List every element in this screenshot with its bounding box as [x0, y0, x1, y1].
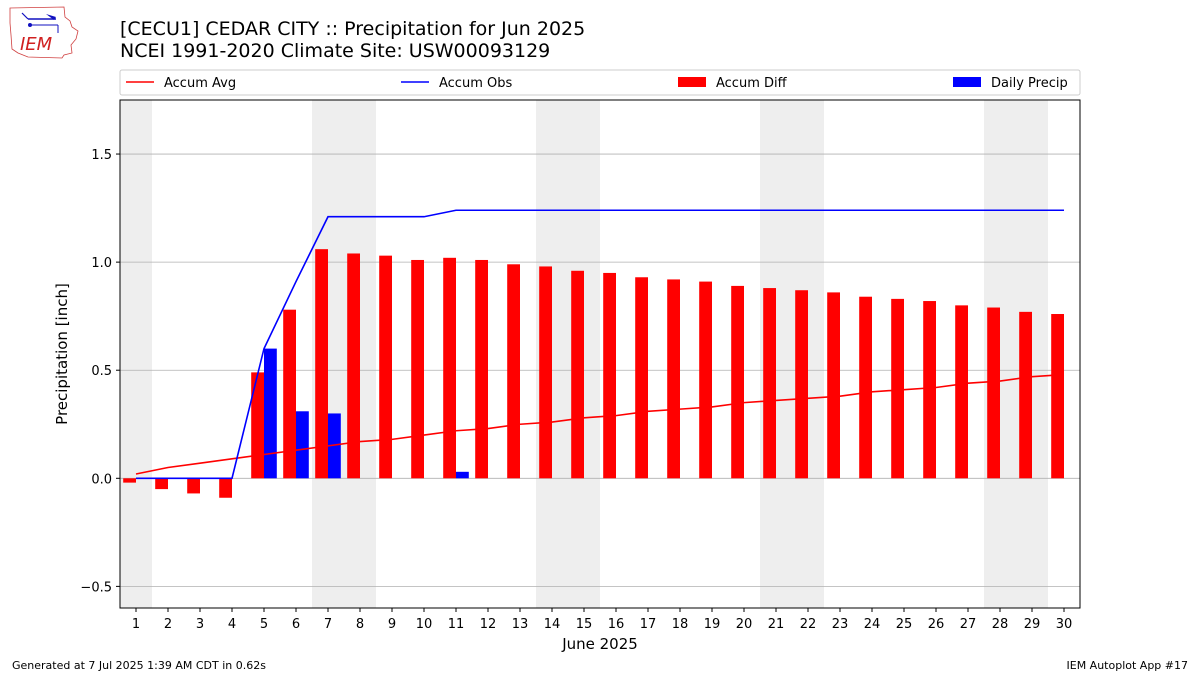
- x-tick-label-14: 14: [544, 617, 561, 632]
- diff-bar-day-14: [539, 266, 552, 479]
- x-tick-label-29: 29: [1024, 617, 1041, 632]
- x-tick-label-27: 27: [960, 617, 977, 632]
- y-axis-label: Precipitation [inch]: [53, 283, 71, 425]
- x-tick-label-10: 10: [416, 617, 433, 632]
- weekend-shade-day-1: [120, 100, 152, 608]
- diff-bar-day-7: [315, 249, 328, 479]
- diff-bar-day-26: [923, 301, 936, 479]
- plot-frame: [119, 99, 1081, 609]
- x-tick-label-25: 25: [896, 617, 913, 632]
- daily-bar-day-7: [328, 413, 341, 479]
- x-tick-label-7: 7: [324, 617, 332, 632]
- diff-bar-day-27: [955, 305, 968, 479]
- y-tick-label-4: 1.5: [91, 148, 112, 163]
- x-tick-label-18: 18: [672, 617, 689, 632]
- daily-bar-day-6: [296, 411, 309, 479]
- x-tick-label-16: 16: [608, 617, 625, 632]
- x-tick-label-20: 20: [736, 617, 753, 632]
- diff-bar-day-17: [635, 277, 648, 479]
- logo-text: IEM: [20, 34, 53, 55]
- legend-swatch-3: [953, 77, 981, 87]
- diff-bar-day-30: [1051, 314, 1064, 479]
- x-tick-label-15: 15: [576, 617, 593, 632]
- legend-label-3: Daily Precip: [991, 76, 1068, 91]
- line-accum-avg: [135, 373, 1065, 475]
- x-tick-label-17: 17: [640, 617, 657, 632]
- diff-bar-day-11: [443, 257, 456, 479]
- diff-bar-day-20: [731, 285, 744, 479]
- diff-bar-day-25: [891, 298, 904, 479]
- footer-app: IEM Autoplot App #17: [1066, 659, 1189, 672]
- diff-bar-day-6: [283, 309, 296, 479]
- line-accum-obs: [136, 209, 1064, 480]
- diff-bar-day-29: [1019, 311, 1032, 479]
- diff-bar-day-13: [507, 264, 520, 479]
- x-tick-label-9: 9: [388, 617, 396, 632]
- y-tick-label-2: 0.5: [91, 364, 112, 379]
- diff-bar-day-19: [699, 281, 712, 479]
- diff-bar-day-1: [123, 478, 136, 483]
- diff-bar-day-4: [219, 478, 232, 498]
- diff-bar-day-10: [411, 259, 424, 479]
- y-tick-label-0: −0.5: [80, 580, 112, 595]
- diff-bar-day-16: [603, 272, 616, 479]
- y-tick-label-1: 0.0: [91, 472, 112, 487]
- x-tick-label-2: 2: [164, 617, 172, 632]
- x-tick-label-19: 19: [704, 617, 721, 632]
- diff-bar-day-9: [379, 255, 392, 479]
- legend-label-1: Accum Obs: [439, 76, 512, 91]
- x-tick-label-13: 13: [512, 617, 529, 632]
- diff-bar-day-3: [187, 478, 200, 494]
- legend-swatch-2: [678, 77, 706, 87]
- legend-label-0: Accum Avg: [164, 76, 236, 91]
- x-tick-label-1: 1: [132, 617, 140, 632]
- diff-bar-day-15: [571, 270, 584, 479]
- diff-bar-day-5: [251, 372, 264, 479]
- x-tick-label-28: 28: [992, 617, 1009, 632]
- diff-bar-day-8: [347, 253, 360, 479]
- x-tick-label-3: 3: [196, 617, 204, 632]
- x-tick-label-22: 22: [800, 617, 817, 632]
- diff-bar-day-2: [155, 478, 168, 490]
- x-tick-label-21: 21: [768, 617, 785, 632]
- x-tick-label-12: 12: [480, 617, 497, 632]
- chart-title: [CECU1] CEDAR CITY :: Precipitation for …: [120, 18, 586, 40]
- x-tick-label-23: 23: [832, 617, 849, 632]
- x-tick-label-30: 30: [1056, 617, 1073, 632]
- diff-bar-day-18: [667, 279, 680, 479]
- daily-bar-day-5: [264, 348, 277, 479]
- x-tick-label-8: 8: [356, 617, 364, 632]
- iem-logo: IEM: [9, 6, 79, 59]
- diff-bar-day-24: [859, 296, 872, 479]
- daily-bar-day-11: [456, 471, 469, 479]
- x-tick-label-4: 4: [228, 617, 236, 632]
- chart-subtitle: NCEI 1991-2020 Climate Site: USW00093129: [120, 40, 551, 62]
- diff-bar-day-12: [475, 259, 488, 479]
- diff-bar-day-21: [763, 288, 776, 479]
- x-tick-label-6: 6: [292, 617, 300, 632]
- diff-bar-day-22: [795, 290, 808, 479]
- diff-bar-day-28: [987, 307, 1000, 479]
- x-tick-label-26: 26: [928, 617, 945, 632]
- x-tick-label-24: 24: [864, 617, 881, 632]
- x-tick-label-11: 11: [448, 617, 465, 632]
- legend-box: [119, 69, 1081, 96]
- x-tick-label-5: 5: [260, 617, 268, 632]
- diff-bar-day-23: [827, 292, 840, 479]
- x-axis-label: June 2025: [561, 635, 638, 653]
- legend-label-2: Accum Diff: [716, 76, 788, 91]
- y-tick-label-3: 1.0: [91, 256, 112, 271]
- footer-generated: Generated at 7 Jul 2025 1:39 AM CDT in 0…: [12, 659, 266, 672]
